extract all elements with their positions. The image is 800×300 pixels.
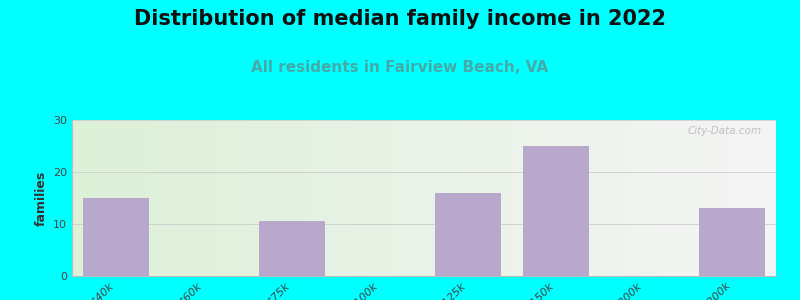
Bar bbox=[435, 193, 501, 276]
Bar bbox=[83, 198, 149, 276]
Text: All residents in Fairview Beach, VA: All residents in Fairview Beach, VA bbox=[251, 60, 549, 75]
Text: Distribution of median family income in 2022: Distribution of median family income in … bbox=[134, 9, 666, 29]
Bar bbox=[523, 146, 589, 276]
Text: City-Data.com: City-Data.com bbox=[688, 126, 762, 136]
Bar bbox=[259, 221, 325, 276]
Y-axis label: families: families bbox=[34, 170, 47, 226]
Bar bbox=[699, 208, 765, 276]
